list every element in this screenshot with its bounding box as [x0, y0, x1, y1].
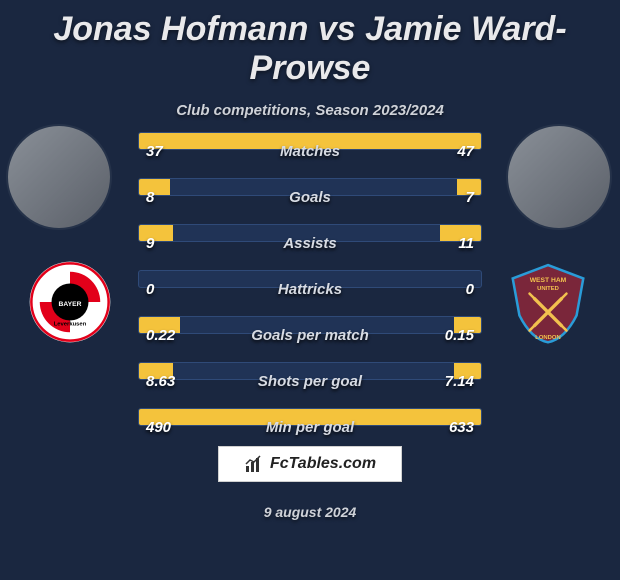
footer-date: 9 august 2024	[0, 504, 620, 520]
club-left-badge: 1904 BAYER Leverkusen	[28, 260, 112, 344]
stat-bar	[138, 178, 482, 196]
stat-bar	[138, 224, 482, 242]
stat-value-left: 9	[138, 229, 154, 253]
stat-bar	[138, 408, 482, 426]
svg-text:WEST HAM: WEST HAM	[530, 277, 567, 284]
stat-value-left: 0.22	[138, 321, 175, 345]
stat-bar	[138, 362, 482, 380]
svg-text:1904: 1904	[61, 284, 80, 294]
chart-icon	[244, 454, 264, 474]
stat-bar	[138, 316, 482, 334]
page-title: Jonas Hofmann vs Jamie Ward-Prowse	[0, 0, 620, 88]
stat-value-left: 8	[138, 183, 154, 207]
stat-fill-right	[276, 133, 481, 149]
stats-container: 37Matches478Goals79Assists110Hattricks00…	[138, 126, 482, 448]
stat-value-left: 0	[138, 275, 154, 299]
stat-bar	[138, 132, 482, 150]
club-right-badge: WEST HAM UNITED LONDON	[506, 260, 590, 344]
stat-value-left: 8.63	[138, 367, 175, 391]
footer-site-badge: FcTables.com	[218, 446, 402, 482]
bayer-leverkusen-icon: 1904 BAYER Leverkusen	[28, 260, 112, 344]
west-ham-icon: WEST HAM UNITED LONDON	[506, 260, 590, 344]
footer-site-label: FcTables.com	[270, 455, 376, 473]
svg-text:UNITED: UNITED	[537, 286, 559, 292]
stat-value-left: 490	[138, 413, 171, 437]
stat-bar	[138, 270, 482, 288]
stat-value-right: 633	[449, 413, 482, 437]
stat-row: 0.22Goals per match0.15	[138, 310, 482, 356]
stat-row: 8.63Shots per goal7.14	[138, 356, 482, 402]
svg-text:BAYER: BAYER	[59, 301, 82, 308]
stat-row: 0Hattricks0	[138, 264, 482, 310]
stat-value-right: 0.15	[445, 321, 482, 345]
stat-value-right: 7	[466, 183, 482, 207]
stat-row: 490Min per goal633	[138, 402, 482, 448]
player-right-avatar	[508, 126, 610, 228]
stat-value-left: 37	[138, 137, 163, 161]
stat-value-right: 0	[466, 275, 482, 299]
player-left-avatar	[8, 126, 110, 228]
stat-value-right: 47	[457, 137, 482, 161]
page-subtitle: Club competitions, Season 2023/2024	[0, 102, 620, 119]
stat-value-right: 11	[458, 229, 482, 253]
stat-row: 9Assists11	[138, 218, 482, 264]
svg-text:LONDON: LONDON	[535, 335, 560, 341]
stat-value-right: 7.14	[445, 367, 482, 391]
svg-text:Leverkusen: Leverkusen	[54, 322, 87, 328]
stat-row: 37Matches47	[138, 126, 482, 172]
stat-row: 8Goals7	[138, 172, 482, 218]
